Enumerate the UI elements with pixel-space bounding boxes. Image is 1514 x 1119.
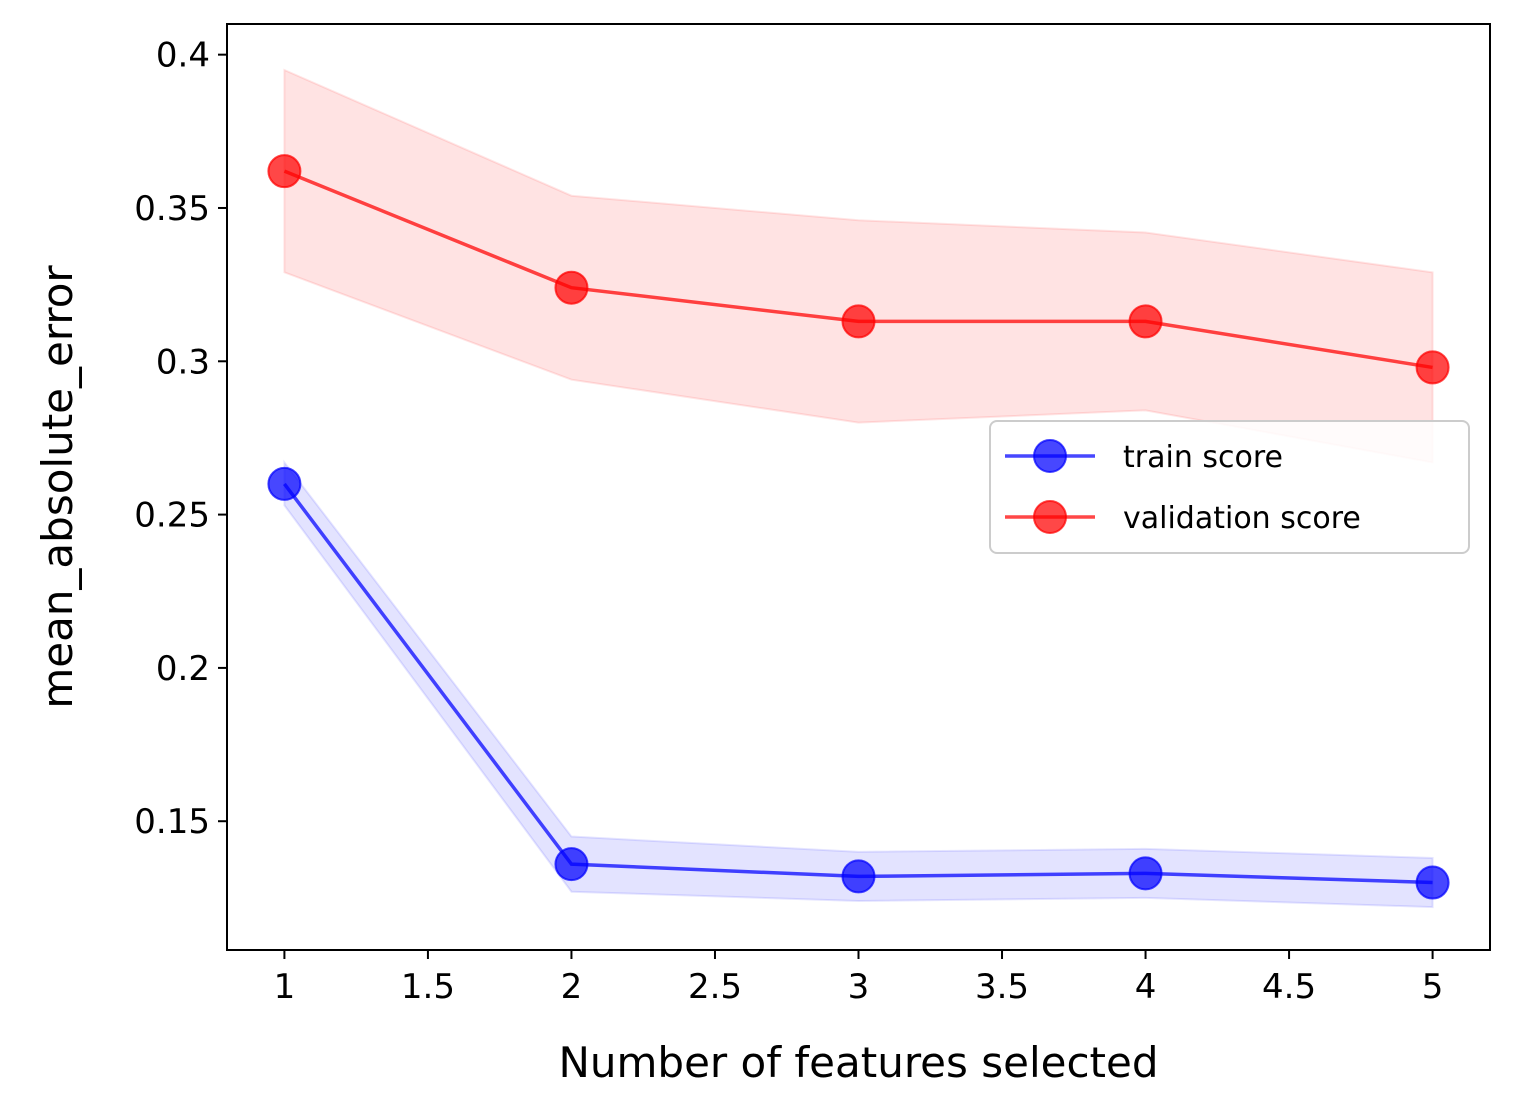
legend-box: [989, 420, 1470, 554]
legend-label-0: train score: [1123, 440, 1283, 475]
legend-marker-1: [1033, 500, 1067, 534]
x-tick-label-2: 2: [561, 967, 583, 1007]
x-tick-label-5: 3.5: [975, 967, 1029, 1007]
marker-series-0-point-0: [267, 466, 302, 501]
legend-label-1: validation score: [1123, 501, 1361, 536]
y-tick-label-5: 0.4: [156, 36, 210, 76]
x-tick-label-0: 1: [274, 967, 296, 1007]
y-tick-label-2: 0.25: [134, 496, 210, 536]
band-series-1: [283, 68, 1434, 464]
series-markers: [267, 154, 1450, 900]
x-tick-label-3: 2.5: [688, 967, 742, 1007]
y-tick-label-3: 0.3: [156, 342, 210, 382]
band-series-0: [283, 459, 1434, 909]
marker-series-1-point-2: [841, 304, 876, 339]
marker-series-0-point-3: [1128, 856, 1163, 891]
y-tick-label-4: 0.35: [134, 189, 210, 229]
x-tick-label-1: 1.5: [401, 967, 455, 1007]
marker-series-1-point-4: [1415, 350, 1450, 385]
y-axis-label: mean_absolute_error: [33, 265, 82, 709]
marker-series-1-point-3: [1128, 304, 1163, 339]
legend-marker-0: [1033, 439, 1067, 473]
x-tick-label-6: 4: [1135, 967, 1157, 1007]
x-tick-label-7: 4.5: [1262, 967, 1316, 1007]
marker-series-1-point-0: [267, 154, 302, 189]
marker-series-1-point-1: [554, 270, 589, 305]
y-tick-label-1: 0.2: [156, 649, 210, 689]
legend: train score validation score: [989, 420, 1470, 554]
axes: 1 1.5 2 2.5 3 3.5 4 4.5 5 0.15 0.2 0.25 0.3 0.35 0.4: [134, 23, 1491, 1007]
marker-series-0-point-1: [554, 847, 589, 882]
marker-series-0-point-2: [841, 859, 876, 894]
x-tick-label-8: 5: [1422, 967, 1444, 1007]
x-tick-label-4: 3: [848, 967, 870, 1007]
confidence-bands: [283, 68, 1434, 909]
marker-series-0-point-4: [1415, 865, 1450, 900]
x-axis-label: Number of features selected: [558, 1038, 1158, 1087]
y-tick-label-0: 0.15: [134, 802, 210, 842]
